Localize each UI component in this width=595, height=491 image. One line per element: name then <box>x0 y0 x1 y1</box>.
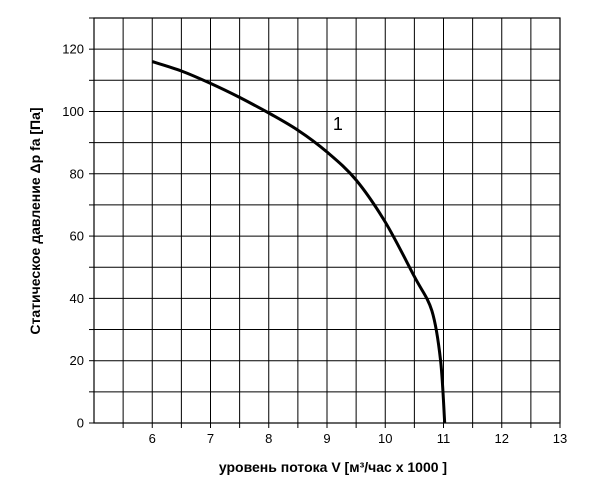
x-tick-label: 8 <box>265 431 272 446</box>
x-tick-label: 9 <box>323 431 330 446</box>
x-tick-label: 13 <box>553 431 567 446</box>
tick-labels: 6 7 8 9 10 11 12 13 0 20 40 60 80 100 120 <box>62 42 567 446</box>
x-tick-label: 12 <box>495 431 509 446</box>
series-group: 1 <box>151 60 447 424</box>
series-curve-1 <box>151 60 447 424</box>
y-tick-label: 120 <box>62 42 84 57</box>
x-tick-label: 11 <box>437 431 451 446</box>
y-tick-label: 100 <box>62 104 84 119</box>
grid <box>94 18 560 423</box>
y-tick-label: 20 <box>70 353 84 368</box>
y-tick-label: 40 <box>70 291 84 306</box>
y-tick-label: 60 <box>70 229 84 244</box>
x-axis-title: уровень потока V [м³/час x 1000 ] <box>219 459 447 475</box>
x-tick-label: 6 <box>149 431 156 446</box>
series-label-1: 1 <box>333 114 343 134</box>
x-tick-label: 7 <box>207 431 214 446</box>
x-tick-label: 10 <box>378 431 392 446</box>
y-axis-title: Статическое давление Δp fa [Па] <box>27 107 43 334</box>
y-tick-label: 80 <box>70 166 84 181</box>
y-tick-label: 0 <box>77 416 84 431</box>
axes <box>89 17 561 428</box>
